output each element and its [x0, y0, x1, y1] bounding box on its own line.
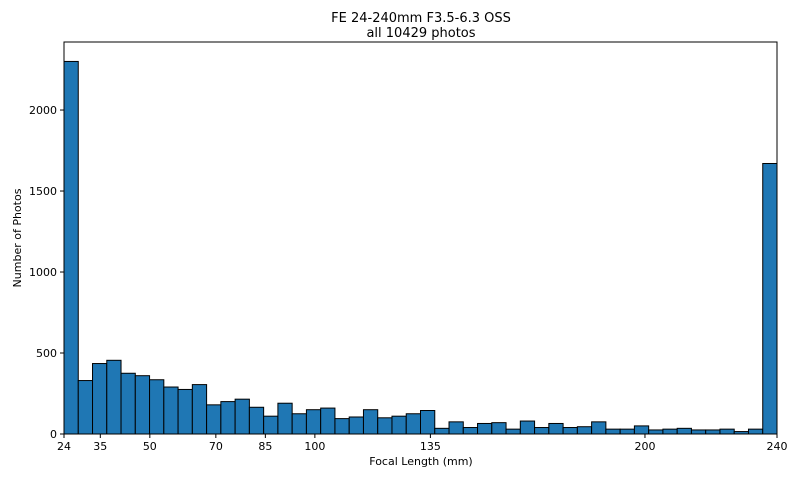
x-tick-label: 24 [57, 440, 71, 453]
chart-title: FE 24-240mm F3.5-6.3 OSS [331, 11, 511, 26]
histogram-bar [163, 386, 179, 435]
x-tick-label: 50 [143, 440, 157, 453]
x-tick-label: 200 [634, 440, 655, 453]
x-tick-label: 85 [258, 440, 272, 453]
histogram-bar [177, 388, 193, 435]
y-axis-label: Number of Photos [11, 188, 24, 287]
histogram-bar [434, 427, 450, 435]
histogram-bar [591, 421, 607, 435]
histogram-bar [562, 427, 578, 435]
bars-group [63, 60, 778, 435]
histogram-bar [377, 417, 393, 435]
plot-frame [63, 41, 778, 435]
y-tick-label: 0 [50, 428, 57, 441]
histogram-bar [134, 375, 151, 435]
chart-subtitle: all 10429 photos [366, 26, 475, 41]
histogram-bar [391, 415, 407, 435]
histogram-bar [248, 406, 265, 435]
histogram-bar [206, 404, 222, 435]
histogram-bar [320, 407, 336, 435]
histogram-bar [605, 428, 621, 435]
histogram-bar [448, 421, 464, 435]
y-tick-label: 2000 [29, 104, 57, 117]
y-tick-label: 500 [36, 347, 57, 360]
histogram-bar [362, 409, 379, 435]
histogram-bar [762, 162, 778, 435]
histogram-bar [106, 359, 122, 435]
x-tick-label: 35 [93, 440, 107, 453]
histogram-bar [120, 372, 136, 435]
histogram-bar [305, 409, 322, 435]
histogram-bar [576, 426, 593, 435]
histogram-bar [77, 380, 94, 435]
histogram-bar [348, 416, 364, 435]
histogram-bar [149, 379, 165, 435]
histogram-bar [633, 425, 650, 435]
x-tick-label: 100 [304, 440, 325, 453]
histogram-bar [676, 427, 692, 435]
histogram-bar [534, 427, 550, 435]
histogram-bar [747, 428, 764, 435]
histogram-bar [334, 418, 350, 435]
histogram-bar [719, 428, 735, 435]
histogram-bar [491, 422, 507, 435]
x-axis-label: Focal Length (mm) [369, 455, 472, 468]
histogram-bar [648, 429, 664, 435]
histogram-bar [291, 413, 307, 435]
histogram-bar [420, 410, 436, 435]
histogram-bar [619, 428, 635, 435]
y-tick-label: 1000 [29, 266, 57, 279]
x-tick-label: 240 [767, 440, 788, 453]
histogram-bar [690, 429, 707, 435]
x-tick-label: 135 [420, 440, 441, 453]
x-axis: 24 35 50 70 85 100 135 200 240 [57, 434, 788, 453]
histogram-bar [63, 60, 79, 435]
histogram-bar [505, 428, 521, 435]
y-tick-label: 1500 [29, 185, 57, 198]
histogram-bar [234, 398, 250, 435]
histogram-bar [277, 402, 293, 435]
histogram-bar [705, 429, 721, 435]
histogram-bar [263, 415, 279, 435]
histogram-bar [462, 427, 479, 435]
histogram-bar [220, 401, 236, 435]
histogram-bar [191, 384, 208, 435]
y-axis: 0 500 1000 1500 2000 [29, 104, 64, 441]
histogram-bar [92, 363, 108, 435]
histogram-bar [477, 422, 493, 435]
histogram-bar [519, 420, 536, 435]
histogram-bar [548, 422, 564, 435]
histogram-bar [662, 428, 678, 435]
x-tick-label: 70 [209, 440, 223, 453]
histogram-bar [405, 413, 421, 435]
